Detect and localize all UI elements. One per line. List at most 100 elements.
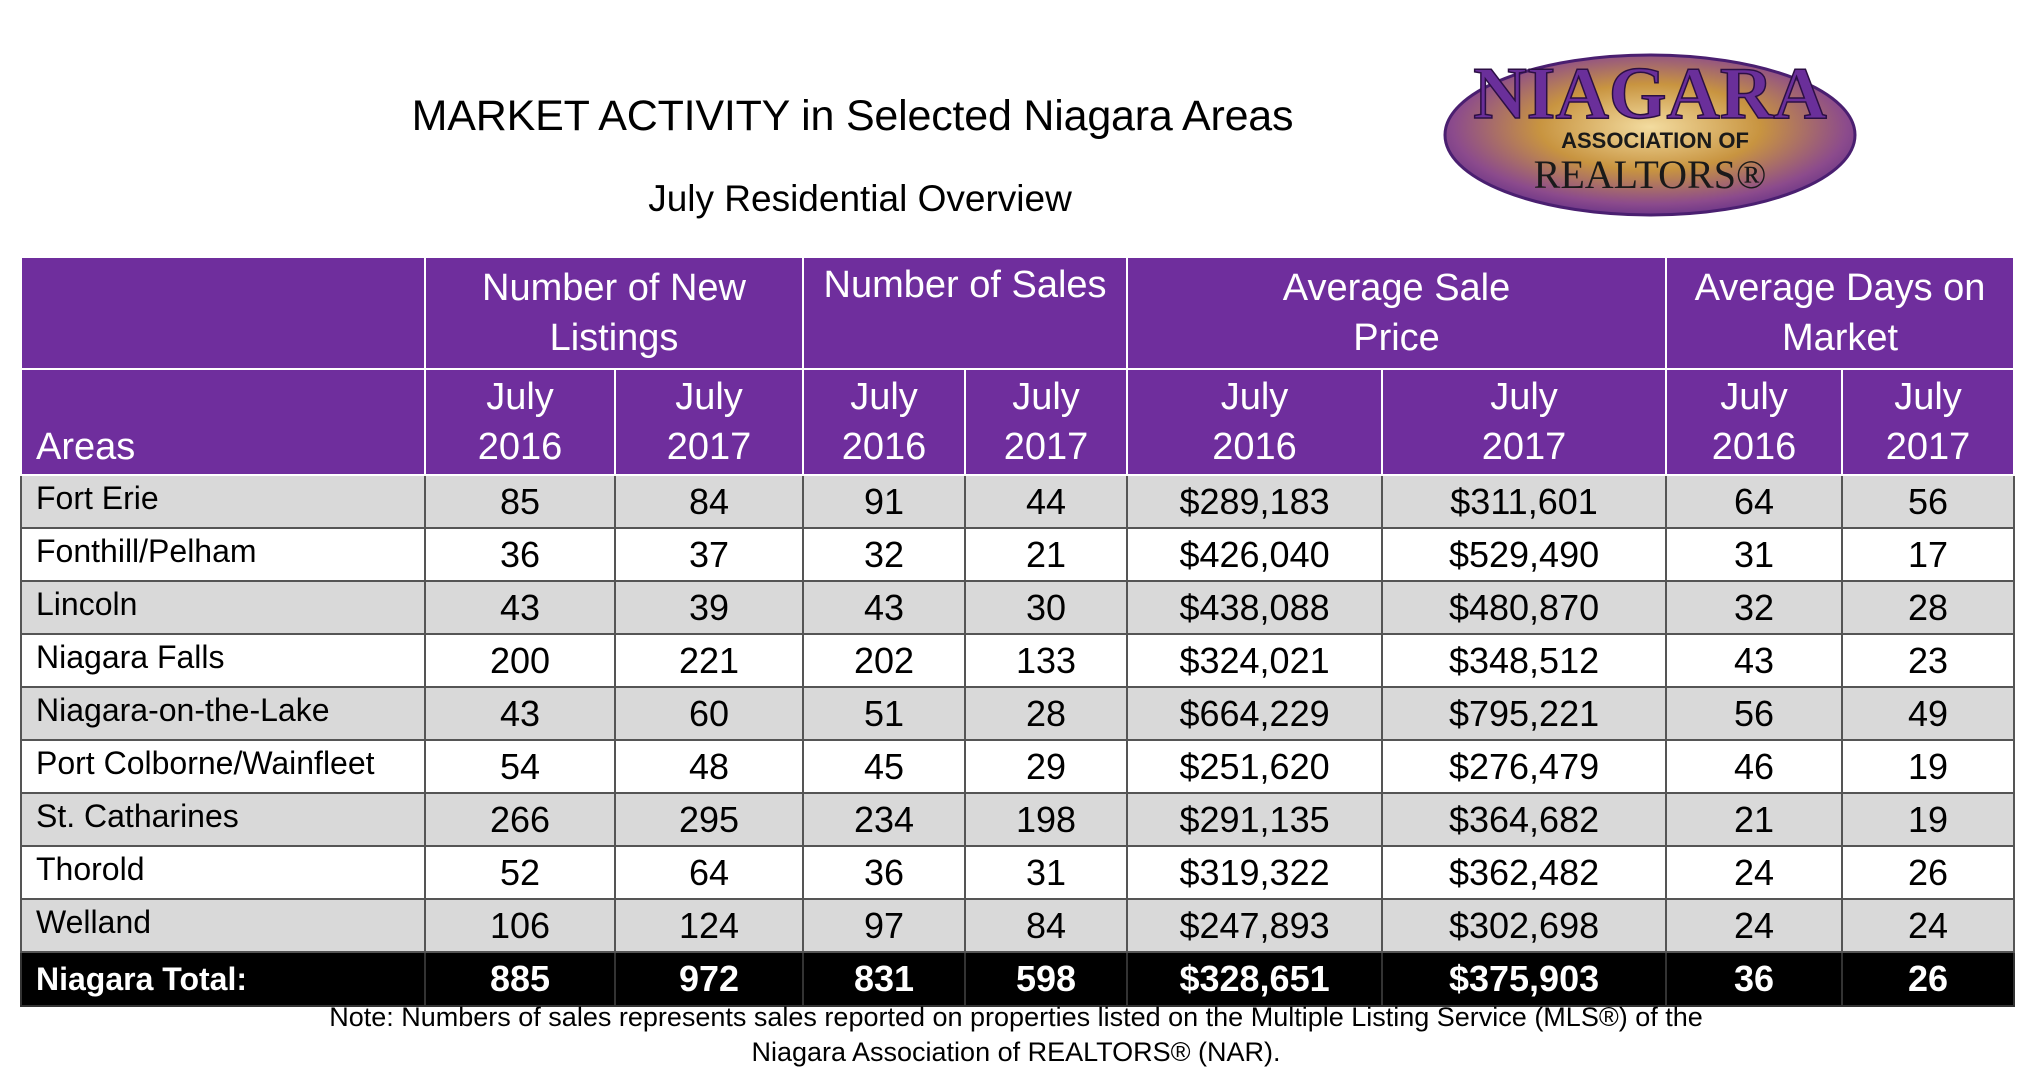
period-header-row: Areas July 2016 July 2017 July 2016 July 201… (20, 368, 2016, 476)
logo-oval (1443, 53, 1857, 217)
value-cell: 32 (802, 527, 967, 582)
value-cell: $426,040 (1126, 527, 1384, 582)
value-cell: $289,183 (1126, 474, 1384, 529)
table-row: Welland 106 124 97 84 $247,893 $302,698 24 24 (20, 898, 2016, 953)
total-label: Niagara Total: (20, 951, 426, 1007)
value-cell: 44 (964, 474, 1129, 529)
footnote-line1: Note: Numbers of sales represents sales … (329, 1002, 1703, 1032)
group-header-row: Number of New Listings Number of Sales A… (20, 256, 2016, 370)
areas-column-header: Areas (20, 368, 426, 476)
value-cell: $247,893 (1126, 898, 1384, 953)
value-cell: 202 (802, 633, 967, 688)
period-header: July 2017 (1841, 368, 2016, 476)
period-header: July 2016 (1126, 368, 1384, 476)
value-cell: $302,698 (1381, 898, 1668, 953)
value-cell: 32 (1665, 580, 1844, 635)
value-cell: 36 (802, 845, 967, 900)
value-cell: 39 (613, 580, 805, 635)
logo-niagara-text: NIAGARA (1473, 53, 1827, 135)
header-avg-price-line1: Average Sale (1282, 267, 1511, 309)
value-cell: $364,682 (1381, 792, 1668, 847)
area-name-cell: Niagara Falls (20, 633, 426, 688)
value-cell: 60 (613, 686, 805, 741)
value-cell: 45 (802, 739, 967, 794)
page-title: MARKET ACTIVITY in Selected Niagara Area… (411, 92, 1294, 140)
value-cell: 24 (1841, 898, 2016, 953)
header-new-listings: Number of New Listings (423, 256, 805, 370)
value-cell: 266 (424, 792, 616, 847)
value-cell: 64 (1665, 474, 1844, 529)
header-new-listings-line1: Number of New (482, 267, 746, 309)
logo-realtors-text: REALTORS® (1534, 152, 1767, 197)
table-row: Fonthill/Pelham 36 37 32 21 $426,040 $529,490 3… (20, 527, 2016, 582)
market-activity-table: Number of New Listings Number of Sales A… (20, 256, 2016, 1007)
area-name-cell: Fort Erie (20, 474, 426, 529)
value-cell: $276,479 (1381, 739, 1668, 794)
value-cell: 43 (424, 580, 616, 635)
area-name-cell: Thorold (20, 845, 426, 900)
value-cell: 56 (1841, 474, 2016, 529)
table-row: Thorold 52 64 36 31 $319,322 $362,482 24 26 (20, 845, 2016, 900)
table-row: Port Colborne/Wainfleet 54 48 45 29 $251,620 $… (20, 739, 2016, 794)
value-cell: 31 (1665, 527, 1844, 582)
table-row: Lincoln 43 39 43 30 $438,088 $480,870 32 28 (20, 580, 2016, 635)
value-cell: $480,870 (1381, 580, 1668, 635)
header-sales: Number of Sales (802, 256, 1129, 370)
period-header: July 2017 (1381, 368, 1668, 476)
period-header: July 2016 (802, 368, 967, 476)
value-cell: 30 (964, 580, 1129, 635)
value-cell: 19 (1841, 792, 2016, 847)
value-cell: 43 (424, 686, 616, 741)
header-avg-days-line1: Average Days on (1694, 267, 1986, 309)
value-cell: 84 (613, 474, 805, 529)
table-row: St. Catharines 266 295 234 198 $291,135 $364,6… (20, 792, 2016, 847)
value-cell: 51 (802, 686, 967, 741)
value-cell: 124 (613, 898, 805, 953)
value-cell: 91 (802, 474, 967, 529)
table-row: Niagara Falls 200 221 202 133 $324,021 $348,51… (20, 633, 2016, 688)
area-name-cell: Welland (20, 898, 426, 953)
value-cell: 133 (964, 633, 1129, 688)
value-cell: 24 (1665, 845, 1844, 900)
value-cell: $795,221 (1381, 686, 1668, 741)
value-cell: 56 (1665, 686, 1844, 741)
value-cell: 43 (802, 580, 967, 635)
table-body: Fort Erie 85 84 91 44 $289,183 $311,601 64 56 Fon… (20, 474, 2016, 953)
period-header: July 2016 (424, 368, 616, 476)
header-avg-days: Average Days on Market (1665, 256, 2016, 370)
value-cell: 28 (964, 686, 1129, 741)
footnote-line2: Niagara Association of REALTORS® (NAR). (751, 1037, 1281, 1067)
total-row: Niagara Total: 885 972 831 598 $328,651 … (20, 951, 2016, 1007)
value-cell: $529,490 (1381, 527, 1668, 582)
value-cell: 198 (964, 792, 1129, 847)
value-cell: 54 (424, 739, 616, 794)
value-cell: 19 (1841, 739, 2016, 794)
value-cell: $362,482 (1381, 845, 1668, 900)
value-cell: 200 (424, 633, 616, 688)
total-cell: 885 (424, 951, 616, 1007)
area-name-cell: Lincoln (20, 580, 426, 635)
value-cell: 106 (424, 898, 616, 953)
period-header: July 2017 (613, 368, 805, 476)
value-cell: $291,135 (1126, 792, 1384, 847)
value-cell: 295 (613, 792, 805, 847)
header-sales-line1: Number of Sales (823, 264, 1107, 306)
value-cell: 52 (424, 845, 616, 900)
total-cell: $328,651 (1126, 951, 1384, 1007)
value-cell: $348,512 (1381, 633, 1668, 688)
value-cell: 97 (802, 898, 967, 953)
value-cell: 37 (613, 527, 805, 582)
footnote: Note: Numbers of sales represents sales … (0, 1000, 2032, 1070)
total-cell: 598 (964, 951, 1129, 1007)
header-avg-days-line2: Market (1781, 317, 1899, 359)
value-cell: 49 (1841, 686, 2016, 741)
value-cell: 43 (1665, 633, 1844, 688)
area-name-cell: Niagara-on-the-Lake (20, 686, 426, 741)
value-cell: 221 (613, 633, 805, 688)
value-cell: 28 (1841, 580, 2016, 635)
total-cell: $375,903 (1381, 951, 1668, 1007)
value-cell: 21 (964, 527, 1129, 582)
value-cell: $311,601 (1381, 474, 1668, 529)
value-cell: 46 (1665, 739, 1844, 794)
header-avg-price: Average Sale Price (1126, 256, 1668, 370)
